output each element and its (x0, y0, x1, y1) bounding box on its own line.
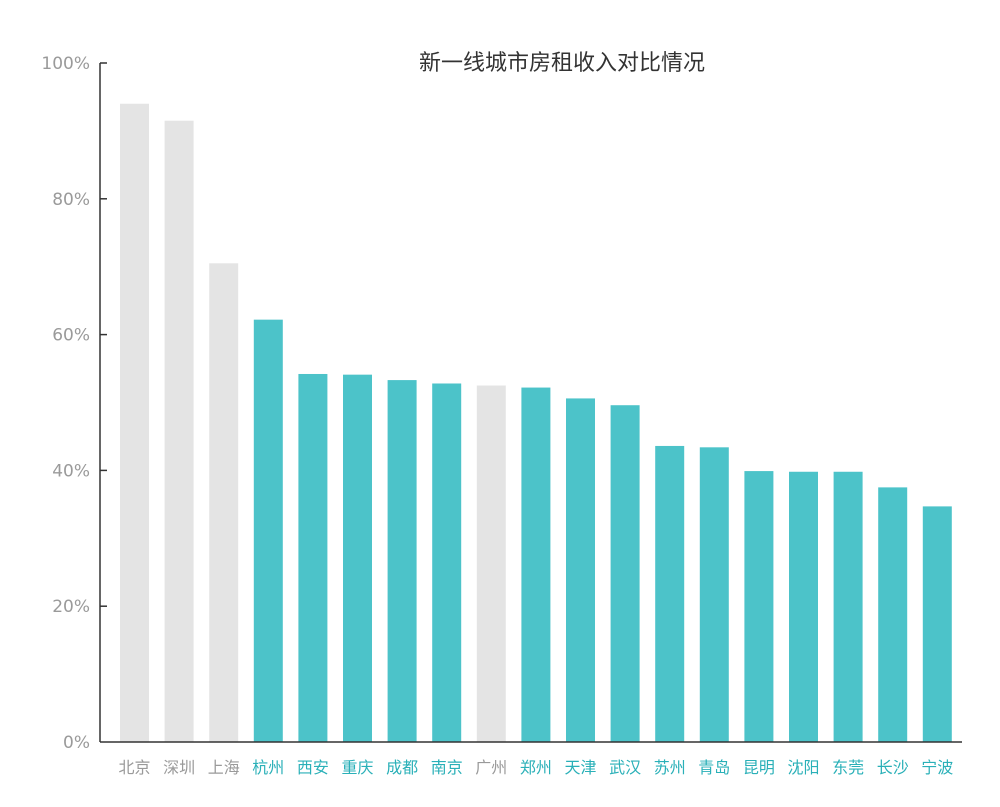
bar (833, 471, 863, 742)
x-tick-label: 南京 (431, 758, 463, 777)
y-tick-label: 0% (63, 733, 90, 753)
x-tick-label: 天津 (564, 758, 596, 777)
bar (432, 383, 462, 742)
bar (298, 373, 328, 742)
x-tick-label: 上海 (208, 758, 240, 777)
bar (476, 385, 506, 742)
bar (120, 103, 149, 743)
bars-group (120, 103, 952, 743)
bar (209, 263, 239, 742)
bar (655, 445, 685, 742)
bar (521, 387, 551, 742)
x-tick-label: 广州 (475, 758, 507, 777)
chart-title: 新一线城市房租收入对比情况 (419, 51, 705, 76)
x-tick-label: 苏州 (654, 758, 686, 777)
x-tick-label: 杭州 (252, 758, 284, 777)
y-tick-label: 40% (52, 461, 90, 481)
bar (789, 471, 818, 742)
x-tick-label: 沈阳 (787, 758, 819, 777)
x-tick-label: 北京 (118, 758, 150, 777)
x-tick-label: 西安 (297, 758, 329, 777)
y-tick-label: 80% (52, 190, 90, 210)
x-tick-label: 东莞 (832, 758, 864, 777)
x-tick-label: 深圳 (163, 758, 195, 777)
y-tick-label: 20% (52, 597, 90, 617)
bar (922, 506, 952, 742)
bar (253, 319, 283, 742)
y-tick-label: 100% (41, 54, 90, 74)
bar (387, 380, 417, 742)
x-tick-label: 郑州 (520, 758, 552, 777)
x-tick-label: 成都 (386, 758, 418, 777)
x-tick-label: 重庆 (341, 758, 373, 777)
bar (744, 471, 774, 742)
bar (610, 405, 640, 742)
x-tick-label: 武汉 (609, 758, 641, 777)
bar (878, 487, 908, 742)
x-axis: 北京 深圳 上海 杭州 西安 重庆 成都 南京 广州 郑州 天津 武汉 苏州 青岛 昆明 沈阳 东莞 长沙 宁波 (100, 741, 962, 777)
y-tick-label: 60% (52, 326, 90, 346)
y-axis: 0% 20% 40% 60% 80% 100% (41, 54, 107, 753)
bar (566, 398, 595, 742)
x-tick-label: 长沙 (877, 758, 909, 777)
x-tick-label: 昆明 (743, 758, 775, 777)
bar (164, 120, 194, 743)
bar (699, 447, 729, 742)
x-tick-label: 宁波 (921, 758, 953, 777)
bar (343, 374, 372, 742)
x-tick-label: 青岛 (698, 758, 730, 777)
